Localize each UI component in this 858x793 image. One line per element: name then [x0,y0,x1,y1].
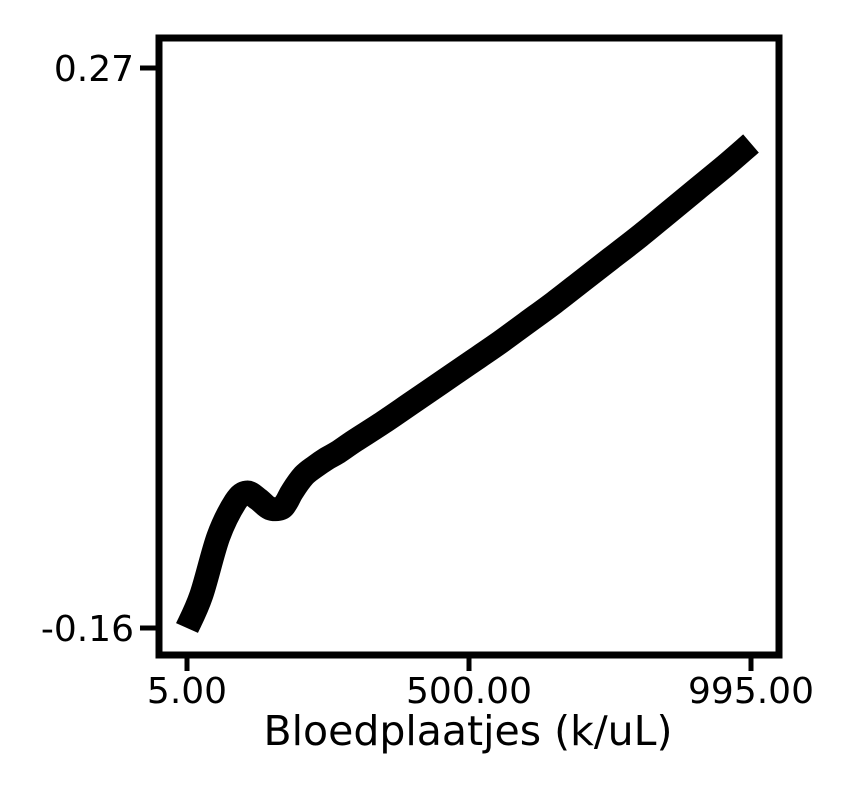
series-layer [176,134,759,634]
x-tick-label-2: 995.00 [688,671,814,712]
series-line-0 [176,134,759,634]
plot-frame [155,34,783,659]
x-tick-label-0: 5.00 [147,671,227,712]
x-axis-label: Bloedplaatjes (k/uL) [264,707,673,755]
y-tick-label-1: -0.16 [41,609,134,650]
y-tick-label-0: 0.27 [54,49,134,90]
x-tick-label-1: 500.00 [406,671,532,712]
ticks-layer: 5.00 500.00 995.00 0.27 -0.16 [41,49,814,712]
